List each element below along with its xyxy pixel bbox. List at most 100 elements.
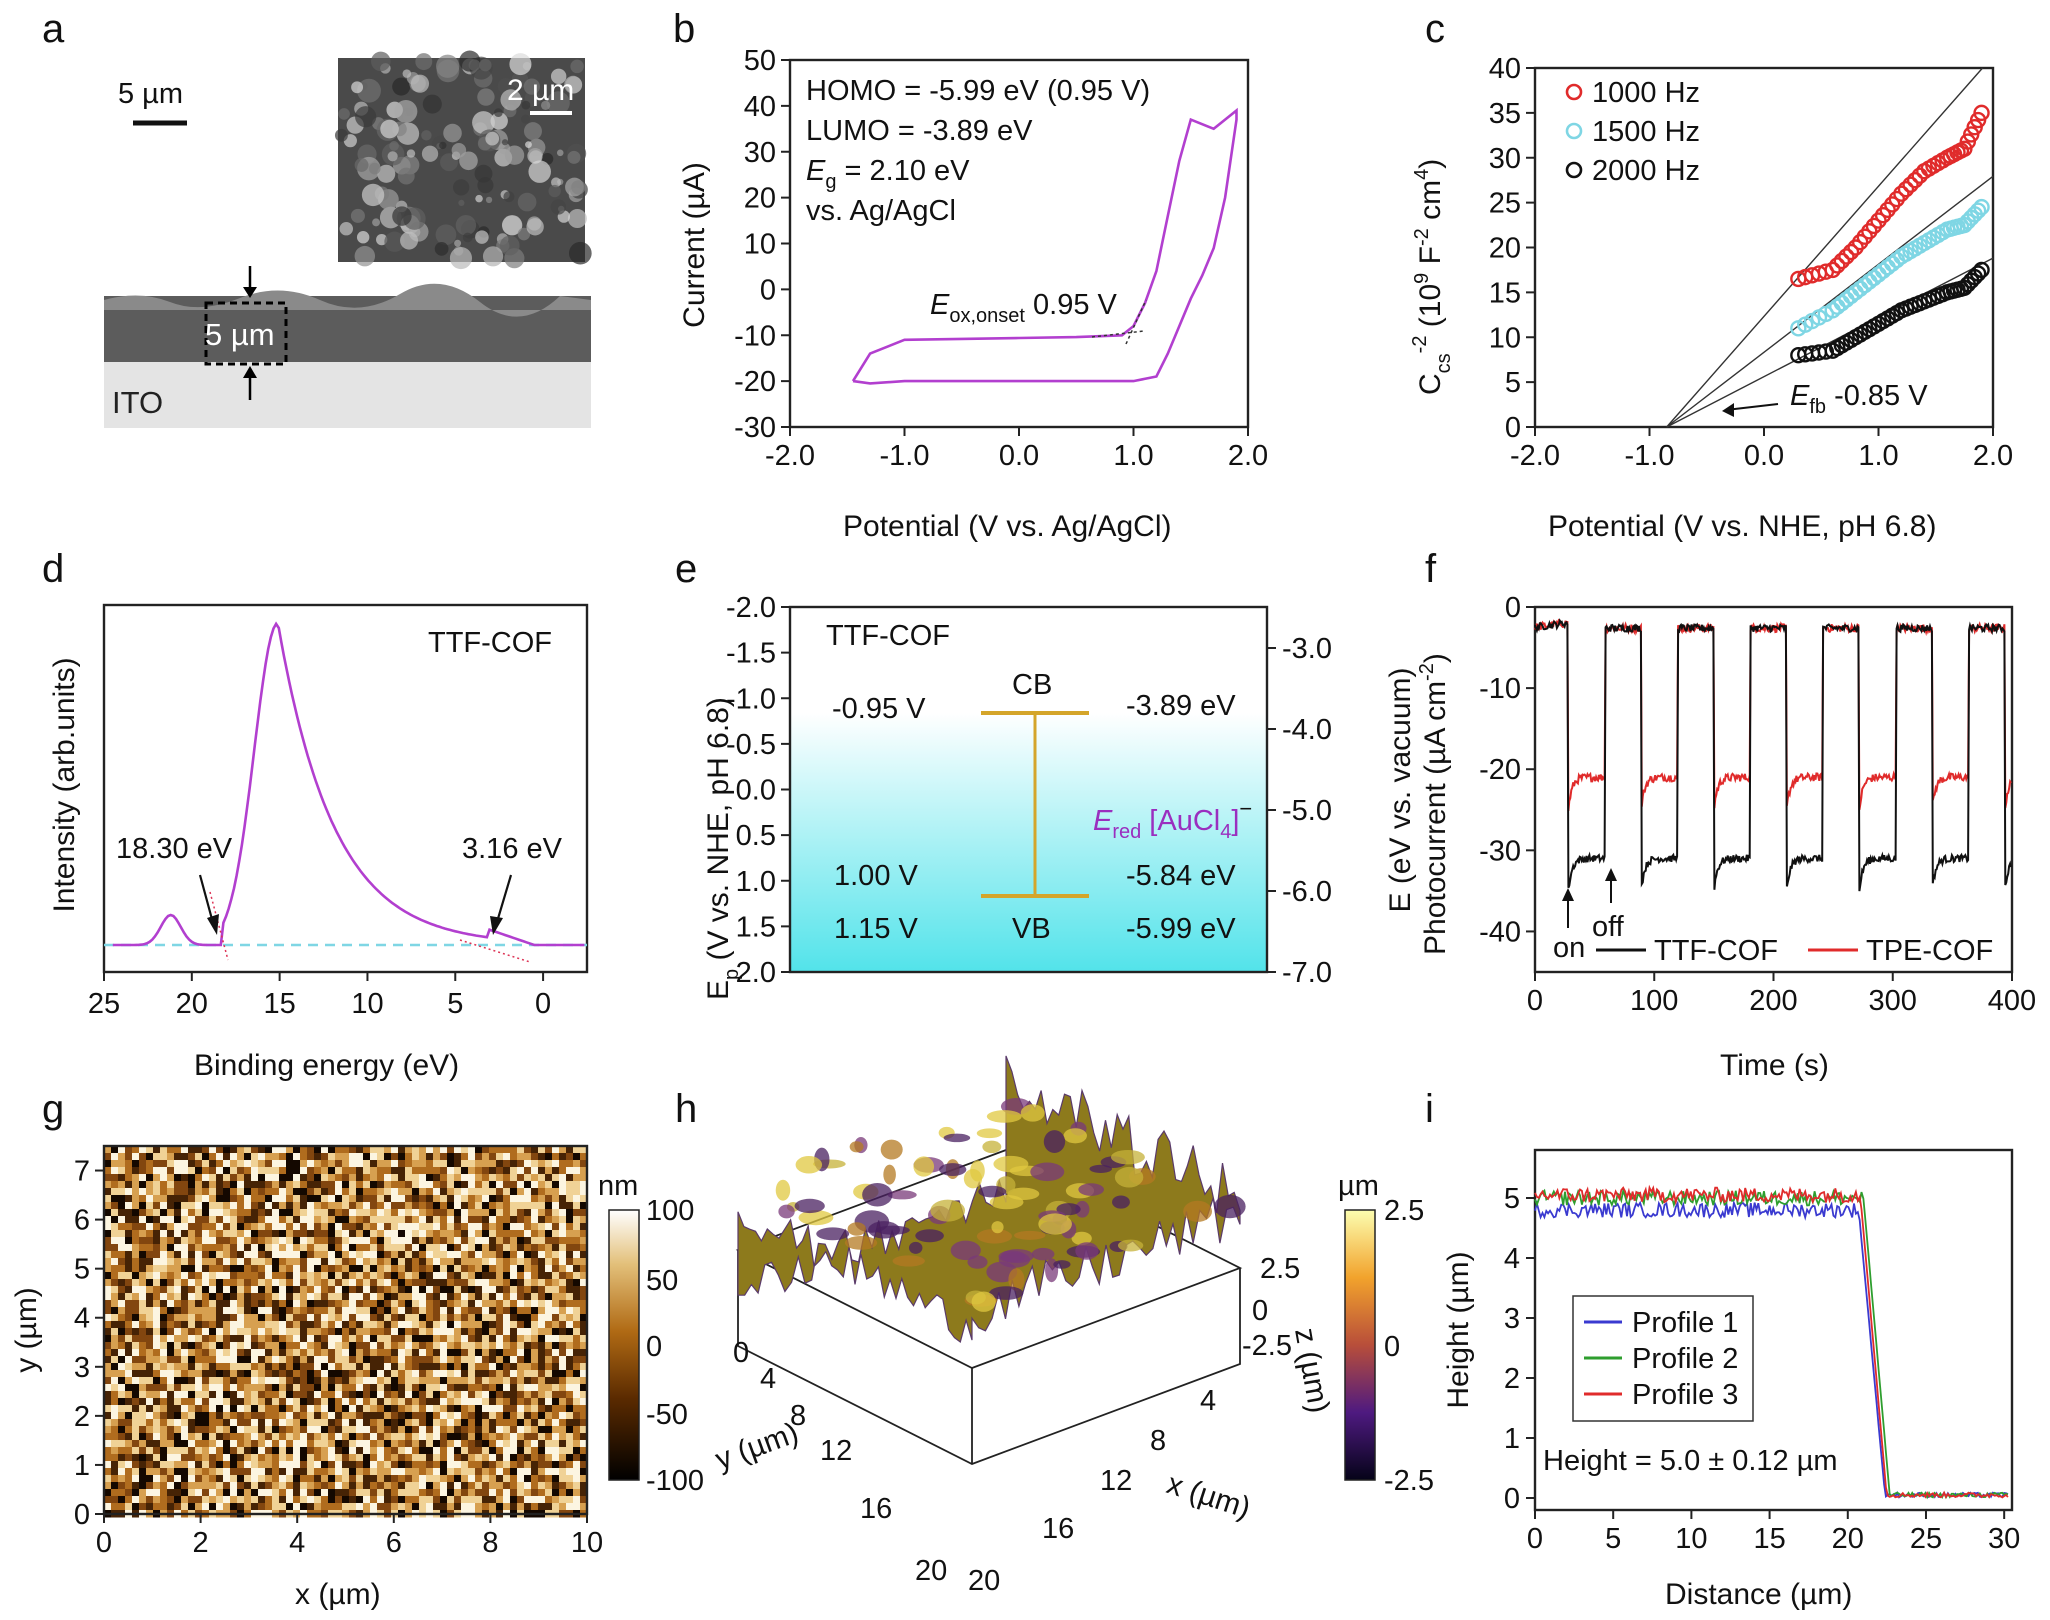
heatmap-cell — [132, 1482, 140, 1490]
heatmap-cell — [209, 1503, 217, 1511]
heatmap-cell — [321, 1293, 329, 1301]
heatmap-cell — [524, 1272, 532, 1280]
heatmap-cell — [265, 1426, 273, 1434]
heatmap-cell — [377, 1195, 385, 1203]
heatmap-cell — [265, 1188, 273, 1196]
f-ytick-label: -10 — [1479, 673, 1521, 705]
heatmap-cell — [580, 1370, 588, 1378]
heatmap-cell — [461, 1405, 469, 1413]
heatmap-cell — [216, 1216, 224, 1224]
legend-label: 2000 Hz — [1592, 155, 1700, 187]
heatmap-cell — [237, 1314, 245, 1322]
surface-peak — [943, 1133, 971, 1143]
heatmap-cell — [216, 1433, 224, 1441]
heatmap-cell — [104, 1391, 112, 1399]
heatmap-cell — [258, 1454, 266, 1462]
heatmap-cell — [503, 1391, 511, 1399]
heatmap-cell — [391, 1258, 399, 1266]
heatmap-cell — [419, 1475, 427, 1483]
heatmap-cell — [510, 1195, 518, 1203]
heatmap-cell — [335, 1209, 343, 1217]
heatmap-cell — [419, 1195, 427, 1203]
data-point — [1838, 248, 1855, 265]
heatmap-cell — [573, 1230, 581, 1238]
heatmap-cell — [524, 1384, 532, 1392]
heatmap-cell — [468, 1160, 476, 1168]
heatmap-cell — [223, 1475, 231, 1483]
heatmap-cell — [167, 1335, 175, 1343]
heatmap-cell — [195, 1181, 203, 1189]
heatmap-cell — [160, 1160, 168, 1168]
heatmap-cell — [146, 1286, 154, 1294]
heatmap-cell — [132, 1209, 140, 1217]
heatmap-cell — [454, 1237, 462, 1245]
heatmap-cell — [538, 1251, 546, 1259]
heatmap-cell — [293, 1496, 301, 1504]
heatmap-cell — [461, 1461, 469, 1469]
heatmap-cell — [174, 1195, 182, 1203]
data-point — [1906, 171, 1924, 189]
vb2-potential: 1.15 V — [834, 913, 918, 945]
sem-grain — [501, 139, 509, 146]
heatmap-cell — [300, 1426, 308, 1434]
heatmap-cell — [363, 1328, 371, 1336]
heatmap-cell — [230, 1251, 238, 1259]
heatmap-cell — [237, 1433, 245, 1441]
sem-grain — [532, 94, 540, 102]
heatmap-cell — [580, 1216, 588, 1224]
heatmap-cell — [447, 1363, 455, 1371]
heatmap-cell — [286, 1405, 294, 1413]
heatmap-cell — [188, 1279, 196, 1287]
heatmap-cell — [496, 1398, 504, 1406]
heatmap-cell — [482, 1454, 490, 1462]
heatmap-cell — [328, 1377, 336, 1385]
sem-grain — [482, 246, 504, 267]
heatmap-cell — [566, 1307, 574, 1315]
heatmap-cell — [139, 1412, 147, 1420]
heatmap-cell — [314, 1377, 322, 1385]
heatmap-cell — [461, 1426, 469, 1434]
heatmap-cell — [412, 1405, 420, 1413]
heatmap-cell — [517, 1419, 525, 1427]
heatmap-cell — [244, 1153, 252, 1161]
heatmap-cell — [412, 1335, 420, 1343]
heatmap-cell — [468, 1293, 476, 1301]
heatmap-cell — [412, 1195, 420, 1203]
heatmap-cell — [363, 1454, 371, 1462]
heatmap-cell — [125, 1426, 133, 1434]
heatmap-cell — [489, 1370, 497, 1378]
heatmap-cell — [125, 1349, 133, 1357]
svg-text:20: 20 — [968, 1565, 1000, 1597]
heatmap-cell — [174, 1167, 182, 1175]
heatmap-cell — [174, 1398, 182, 1406]
heatmap-cell — [510, 1300, 518, 1308]
heatmap-cell — [356, 1440, 364, 1448]
heatmap-cell — [363, 1377, 371, 1385]
legend-marker — [1565, 122, 1583, 140]
heatmap-cell — [328, 1195, 336, 1203]
ylabel-b: Current (µA) — [678, 162, 711, 328]
heatmap-cell — [552, 1419, 560, 1427]
heatmap-cell — [328, 1230, 336, 1238]
heatmap-cell — [370, 1377, 378, 1385]
heatmap-cell — [566, 1244, 574, 1252]
heatmap-cell — [104, 1251, 112, 1259]
heatmap-cell — [419, 1370, 427, 1378]
heatmap-cell — [426, 1307, 434, 1315]
heatmap-cell — [307, 1419, 315, 1427]
heatmap-cell — [433, 1160, 441, 1168]
heatmap-cell — [510, 1363, 518, 1371]
heatmap-cell — [510, 1489, 518, 1497]
heatmap-cell — [370, 1440, 378, 1448]
heatmap-cell — [202, 1461, 210, 1469]
heatmap-cell — [223, 1244, 231, 1252]
heatmap-cell — [188, 1349, 196, 1357]
cb-g-tick: 0 — [646, 1331, 662, 1363]
heatmap-cell — [153, 1454, 161, 1462]
heatmap-cell — [370, 1328, 378, 1336]
heatmap-cell — [265, 1153, 273, 1161]
heatmap-cell — [405, 1321, 413, 1329]
heatmap-cell — [510, 1461, 518, 1469]
heatmap-cell — [279, 1384, 287, 1392]
